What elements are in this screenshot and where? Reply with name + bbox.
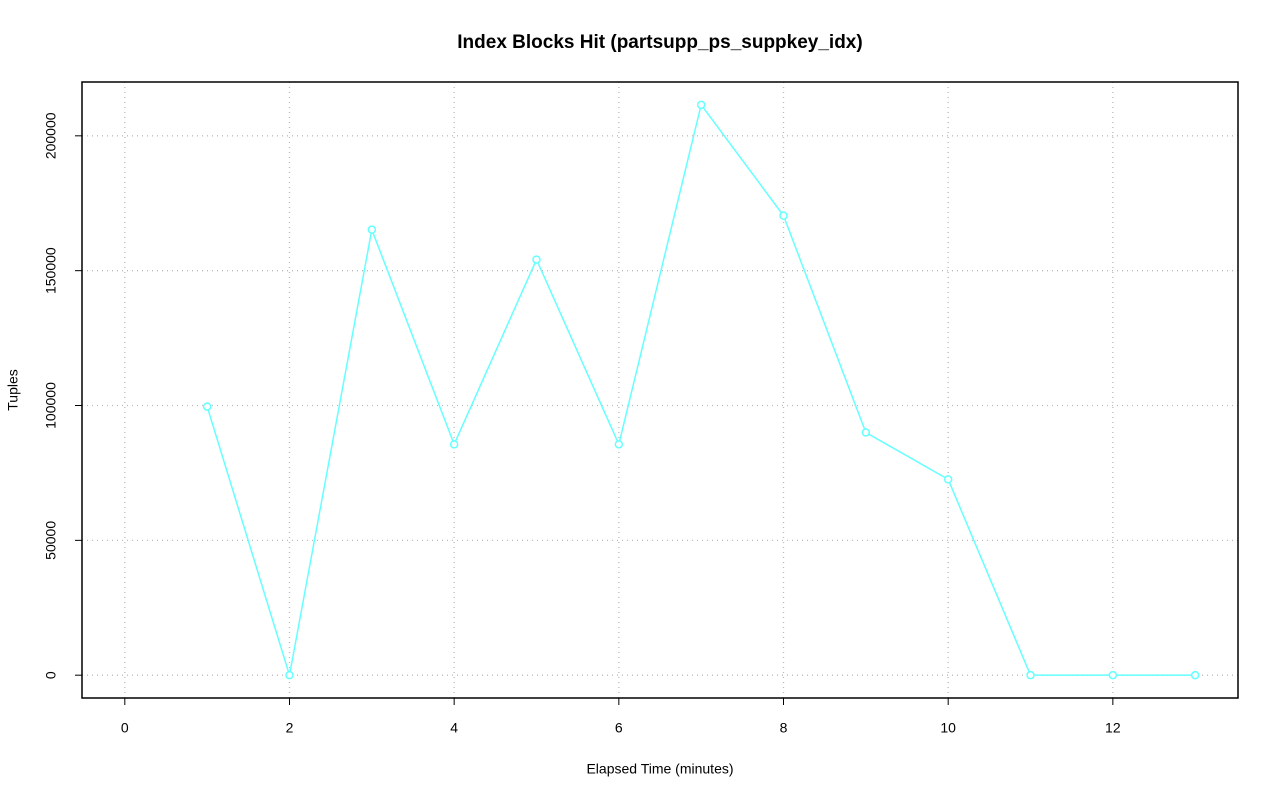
y-tick-label: 150000 — [43, 247, 59, 294]
y-tick-label: 100000 — [43, 382, 59, 429]
x-tick-label: 6 — [615, 720, 623, 736]
point — [861, 428, 871, 437]
y-tick-label: 200000 — [43, 112, 59, 159]
point — [367, 225, 377, 234]
point — [779, 211, 788, 220]
x-tick-label: 10 — [940, 720, 956, 736]
point — [449, 440, 459, 449]
x-tick-label: 0 — [121, 720, 129, 736]
point — [532, 255, 541, 264]
point — [614, 440, 624, 449]
x-tick-label: 12 — [1105, 720, 1121, 736]
x-tick-label: 4 — [450, 720, 458, 736]
x-axis-label: Elapsed Time (minutes) — [586, 761, 733, 777]
point — [1026, 670, 1035, 680]
x-tick-label: 2 — [286, 720, 294, 736]
point — [696, 100, 706, 110]
y-tick-label: 50000 — [43, 521, 59, 560]
x-tick-label: 8 — [780, 720, 788, 736]
point — [202, 402, 212, 411]
series-line — [206, 103, 1196, 676]
point — [1190, 670, 1200, 680]
y-tick-label: 0 — [43, 671, 59, 679]
chart-title: Index Blocks Hit (partsupp_ps_suppkey_id… — [457, 32, 862, 53]
point — [943, 475, 953, 484]
point — [1108, 670, 1118, 680]
y-axis-label: Tuples — [5, 369, 21, 411]
plot-frame — [81, 81, 1239, 699]
point — [285, 670, 294, 680]
